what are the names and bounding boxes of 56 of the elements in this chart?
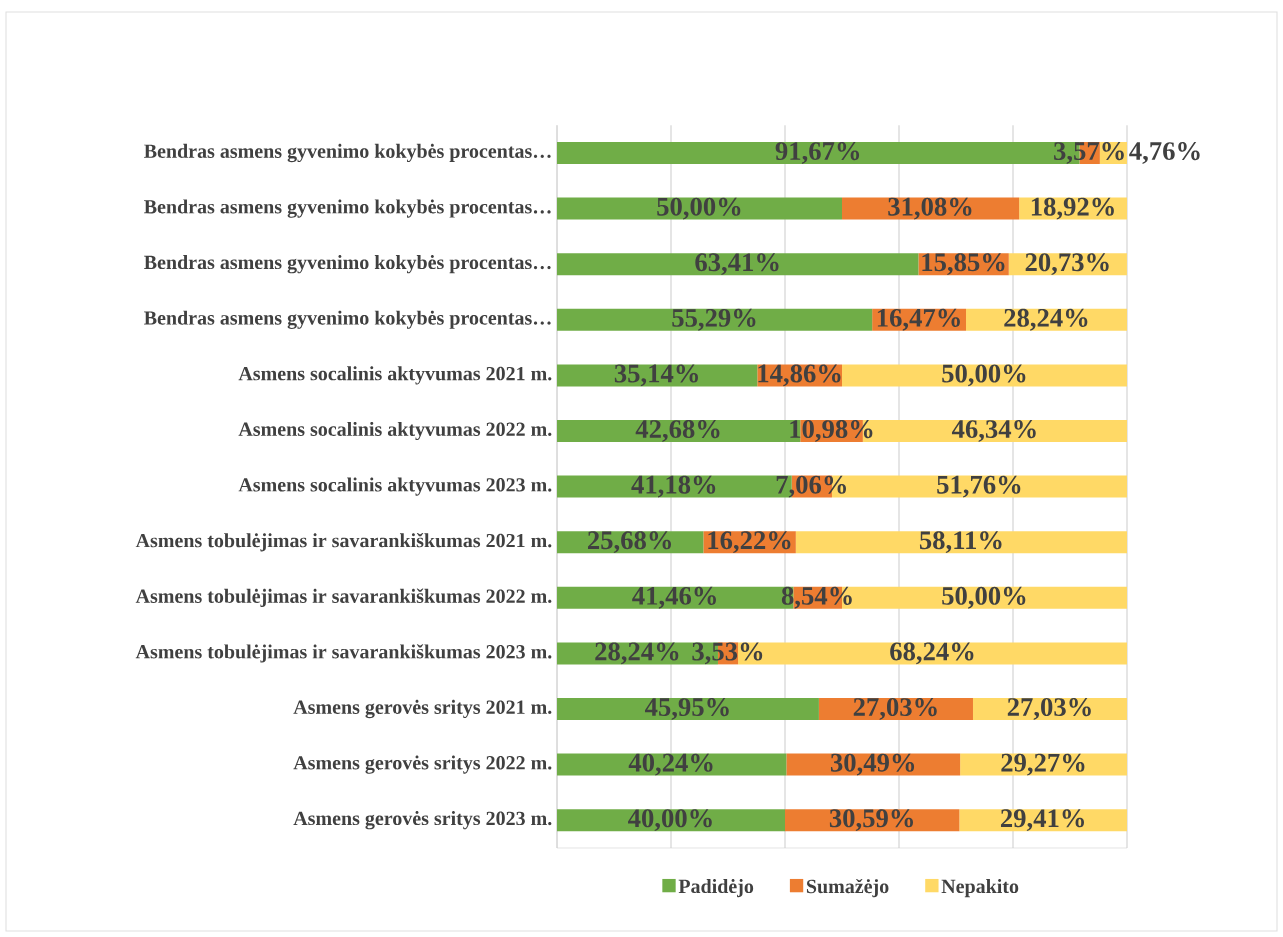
data-label: 45,95% [644,698,729,720]
legend-label: Padidėjo [678,879,754,898]
y-tick-label: Asmens tobulėjimas ir savarankiškumas 2023 m. [135,644,552,663]
y-tick-label: Bendras asmens gyvenimo kokybės procentas… [144,310,551,329]
data-label: 18,92% [1031,197,1114,220]
y-tick-label: Bendras asmens gyvenimo kokybės procentas… [144,143,551,163]
data-label: 29,27% [1001,753,1085,776]
bar [557,308,873,331]
data-label: 27,03% [853,698,937,720]
data-label: 50,00% [942,364,1026,387]
data-label: 55,29% [672,308,756,331]
data-label: 41,46% [632,586,716,609]
data-label: 58,11% [919,531,1002,554]
y-tick-label: Asmens socalinis aktyvumas 2022 m. [238,421,552,441]
y-tick-label: Asmens socalinis aktyvumas 2023 m. [238,477,552,496]
bar [557,253,919,276]
data-label: 27,03% [1007,698,1091,720]
data-label: 16,22% [708,531,791,554]
bar [842,364,1127,387]
legend-label: Nepakito [941,879,1019,898]
y-tick-label: Asmens gerovės sritys 2023 m. [293,811,552,830]
bar [795,531,1127,554]
data-label: 15,85% [922,253,1005,276]
data-label: 28,24% [1004,308,1088,331]
y-tick-label: Asmens socalinis aktyvumas 2021 m. [238,366,552,385]
data-label: 40,00% [628,809,712,832]
y-tick-label: Asmens gerovės sritys 2021 m. [293,699,552,719]
y-tick-label: Bendras asmens gyvenimo kokybės procentas… [144,255,551,274]
data-label: 63,41% [695,253,779,276]
y-tick-label: Asmens tobulėjimas ir savarankiškumas 2021 m. [135,533,552,552]
y-tick-label: Asmens gerovės sritys 2022 m. [293,755,552,774]
data-label: 50,00% [657,197,741,220]
data-label: 30,49% [830,753,915,776]
bar [557,197,842,220]
data-label: 42,68% [635,420,720,442]
data-label: 28,24% [595,642,679,665]
data-label: 25,68% [587,531,672,554]
legend-label: Sumažėjo [806,878,889,898]
data-label: 30,59% [829,809,913,832]
data-label: 16,47% [877,308,960,331]
data-label: 29,41% [1000,809,1085,832]
data-label: 46,34% [951,420,1036,442]
data-label: 35,14% [614,364,698,387]
y-tick-label: Bendras asmens gyvenimo kokybės procentas… [144,199,551,218]
data-label: 31,08% [888,197,972,220]
data-label: 51,76% [937,475,1021,498]
data-label: 14,86% [758,364,841,387]
data-label: 91,67% [775,142,860,164]
data-label: 68,24% [890,642,974,665]
data-label: 41,18% [631,475,716,498]
bar [557,697,819,720]
data-label: 4,76% [1129,142,1200,164]
data-label: 20,73% [1025,253,1109,276]
data-label: 40,24% [628,753,713,776]
y-tick-label: Asmens tobulėjimas ir savarankiškumas 2022 m. [135,588,552,607]
data-label: 50,00% [942,586,1026,609]
